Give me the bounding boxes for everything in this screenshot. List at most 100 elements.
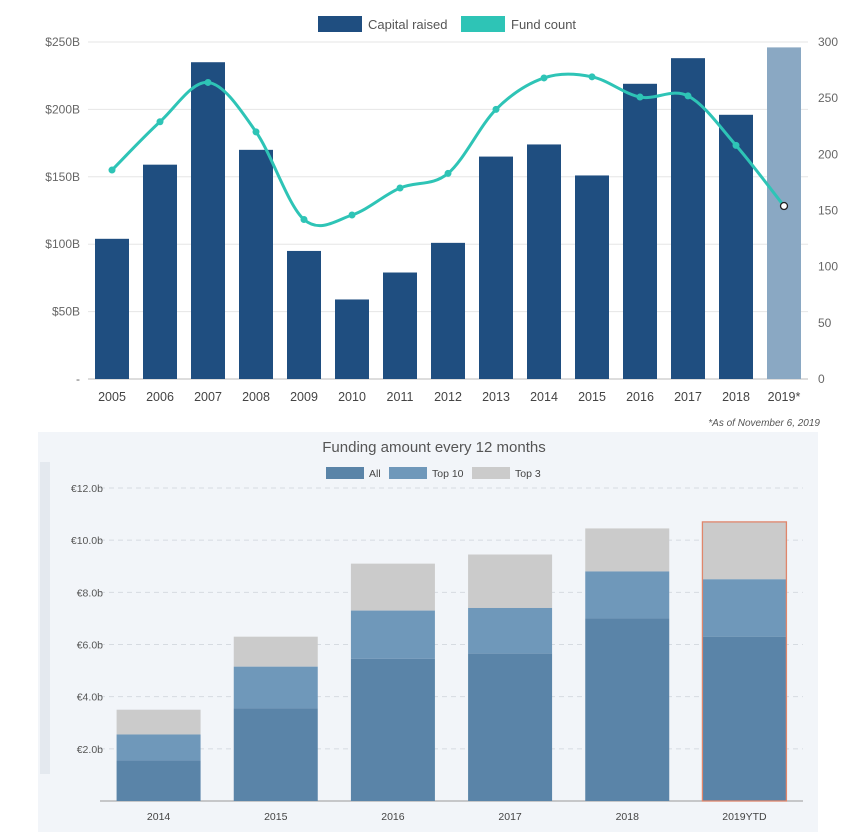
bar-segment-all — [350, 658, 435, 801]
point-fund-count — [636, 93, 644, 101]
point-fund-count — [348, 211, 356, 219]
y-tick-label: €8.0b — [77, 587, 103, 599]
point-fund-count — [492, 105, 500, 113]
y-tick-label: €6.0b — [77, 640, 103, 652]
x-tick-label: 2018 — [722, 390, 750, 404]
point-fund-count — [540, 74, 548, 82]
y-tick-label: €12.0b — [71, 483, 103, 495]
chart-title: Funding amount every 12 months — [322, 439, 545, 456]
x-tick-label: 2009 — [290, 390, 318, 404]
y-right-tick-label: 300 — [818, 35, 838, 49]
x-tick-label: 2013 — [482, 390, 510, 404]
x-tick-label: 2016 — [381, 811, 405, 823]
point-fund-count — [204, 78, 212, 86]
bar-capital-raised — [671, 58, 705, 380]
bar-capital-raised — [623, 83, 657, 380]
bar-capital-raised — [239, 149, 273, 379]
point-fund-count — [779, 201, 789, 211]
bar-segment-top-10 — [585, 571, 670, 619]
legend-swatch-fund-count — [461, 16, 505, 32]
point-fund-count — [396, 184, 404, 192]
legend-label-capital-raised: Capital raised — [368, 17, 448, 32]
point-fund-count — [156, 118, 164, 126]
bar-segment-top-3 — [350, 563, 435, 611]
bottom-chart-side-strip — [40, 462, 50, 774]
point-fund-count — [588, 73, 596, 81]
x-tick-label: 2017 — [498, 811, 522, 823]
x-tick-label: 2015 — [578, 390, 606, 404]
legend-label: Top 3 — [515, 468, 541, 480]
y-right-tick-label: 150 — [818, 204, 838, 218]
x-tick-label: 2007 — [194, 390, 222, 404]
point-fund-count — [732, 141, 740, 149]
bar-segment-top-10 — [233, 666, 318, 709]
bar-segment-top-3 — [702, 521, 787, 580]
point-fund-count — [444, 169, 452, 177]
bar-segment-all — [233, 708, 318, 801]
bar-capital-raised — [95, 238, 129, 379]
y-right-tick-label: 250 — [818, 91, 838, 105]
x-tick-label: 2014 — [530, 390, 558, 404]
bar-segment-top-3 — [585, 528, 670, 572]
bar-segment-all — [702, 636, 787, 801]
point-fund-count — [108, 166, 116, 174]
legend-swatch — [389, 467, 427, 479]
bar-capital-raised — [575, 175, 609, 379]
y-tick-label: €4.0b — [77, 692, 103, 704]
bar-capital-raised — [143, 164, 177, 379]
y-right-tick-label: 50 — [818, 316, 832, 330]
bar-segment-top-10 — [702, 579, 787, 637]
bar-segment-top-10 — [468, 607, 553, 654]
legend-label: All — [369, 468, 381, 480]
y-tick-label: €10.0b — [71, 535, 103, 547]
legend-swatch-capital-raised — [318, 16, 362, 32]
x-tick-label: 2017 — [674, 390, 702, 404]
y-left-tick-label: - — [76, 372, 80, 386]
bar-segment-all — [116, 760, 201, 801]
y-left-tick-label: $200B — [45, 102, 80, 116]
bar-segment-top-10 — [116, 734, 201, 761]
bar-segment-top-3 — [116, 709, 201, 735]
legend-label-fund-count: Fund count — [511, 17, 576, 32]
point-fund-count — [252, 128, 260, 136]
bar-highlight-outline — [701, 521, 788, 802]
legend-swatch — [326, 467, 364, 479]
x-tick-label: 2016 — [626, 390, 654, 404]
bar-capital-raised — [479, 156, 513, 379]
x-tick-label: 2018 — [616, 811, 640, 823]
y-left-tick-label: $150B — [45, 170, 80, 184]
legend-swatch — [472, 467, 510, 479]
bar-segment-top-3 — [468, 554, 553, 608]
y-right-tick-label: 0 — [818, 372, 825, 386]
x-tick-label: 2012 — [434, 390, 462, 404]
y-right-tick-label: 100 — [818, 260, 838, 274]
bar-capital-raised — [191, 62, 225, 379]
bar-capital-raised — [527, 144, 561, 379]
x-tick-label: 2015 — [264, 811, 288, 823]
bar-capital-raised — [335, 299, 369, 379]
bar-segment-top-3 — [233, 636, 318, 667]
footnote: *As of November 6, 2019 — [708, 418, 820, 429]
capital-raised-chart: - $50B $100B $150B $200B $250B 0 50 100 150 200 250… — [45, 16, 838, 404]
y-right-tick-label: 200 — [818, 147, 838, 161]
y-tick-label: €2.0b — [77, 744, 103, 756]
bar-capital-raised — [767, 47, 801, 379]
legend-label: Top 10 — [432, 468, 464, 480]
bar-segment-all — [585, 618, 670, 801]
bar-capital-raised — [287, 250, 321, 379]
y-left-tick-label: $50B — [52, 305, 80, 319]
x-tick-label: 2006 — [146, 390, 174, 404]
x-tick-label: 2011 — [387, 390, 414, 404]
bar-segment-top-10 — [350, 610, 435, 659]
x-tick-label: 2010 — [338, 390, 366, 404]
y-left-tick-label: $100B — [45, 237, 80, 251]
x-tick-label: 2019* — [768, 390, 801, 404]
bar-capital-raised — [431, 242, 465, 379]
bar-segment-all — [468, 653, 553, 801]
x-tick-label: 2005 — [98, 390, 126, 404]
y-left-tick-label: $250B — [45, 35, 80, 49]
bar-capital-raised — [383, 272, 417, 379]
x-tick-label: 2019YTD — [722, 811, 767, 823]
x-tick-label: 2008 — [242, 390, 270, 404]
